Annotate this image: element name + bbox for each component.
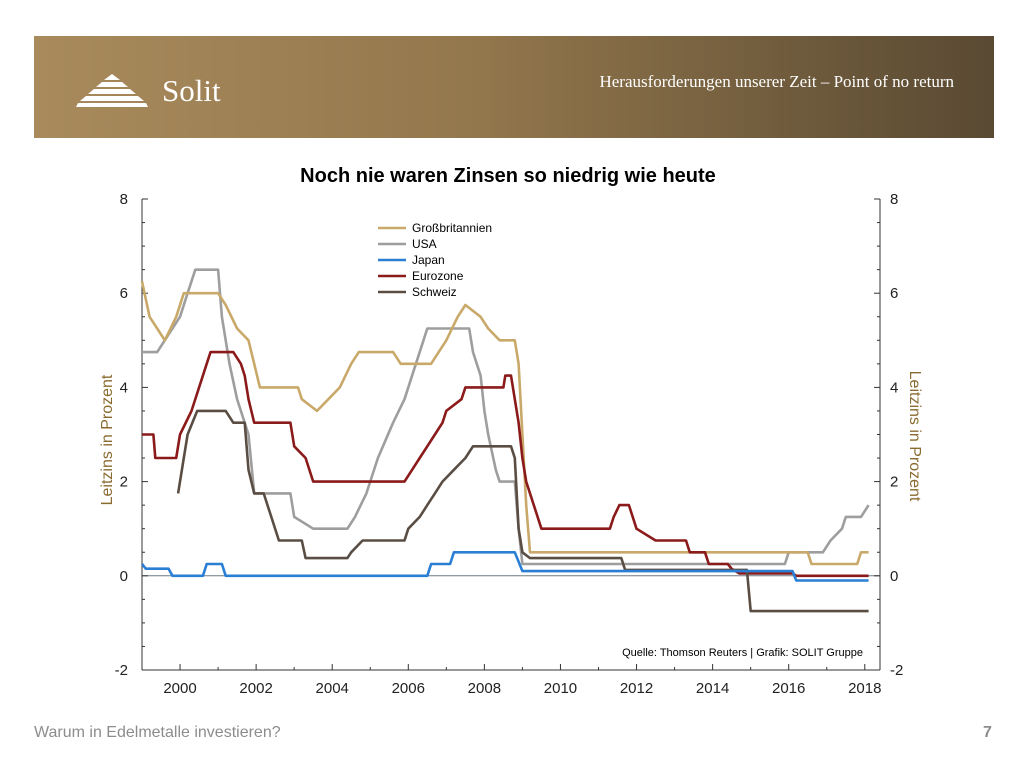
y-tick-label: -2 <box>115 662 128 679</box>
series-line-gro-britannien <box>140 281 869 566</box>
x-tick-label: 2004 <box>316 680 349 697</box>
y-tick-label: 2 <box>120 474 128 491</box>
legend-label: Eurozone <box>412 269 464 283</box>
source-note: Quelle: Thomson Reuters | Grafik: SOLIT … <box>622 647 863 659</box>
x-tick-label: 2000 <box>163 680 196 697</box>
y-tick-label: 6 <box>120 285 128 302</box>
pyramid-logo-icon <box>76 74 148 107</box>
y-tick-label: 0 <box>120 568 128 585</box>
legend-label: Japan <box>412 253 445 267</box>
x-tick-label: 2014 <box>696 680 729 697</box>
x-tick-label: 2012 <box>620 680 653 697</box>
x-tick-label: 2008 <box>468 680 501 697</box>
y-tick-label: 6 <box>890 285 898 302</box>
legend-label: Schweiz <box>412 285 457 299</box>
series-line-eurozone <box>142 350 869 578</box>
brand-name: Solit <box>162 73 221 108</box>
y-axis-label-right: Leitzins in Prozent <box>906 371 923 502</box>
y-tick-label: 0 <box>890 568 898 585</box>
legend-label: USA <box>412 237 437 251</box>
series-line-schweiz <box>176 409 869 613</box>
y-tick-label: 2 <box>890 474 898 491</box>
y-tick-label: 4 <box>120 379 128 396</box>
legend-label: Großbritannien <box>412 221 492 235</box>
x-tick-label: 2016 <box>772 680 805 697</box>
series-line-usa <box>142 268 870 566</box>
series-line-japan <box>140 551 869 582</box>
x-tick-label: 2010 <box>544 680 577 697</box>
chart-title: Noch nie waren Zinsen so niedrig wie heu… <box>300 165 716 187</box>
y-tick-label: 4 <box>890 379 898 396</box>
header-slogan: Herausforderungen unserer Zeit – Point o… <box>599 72 954 91</box>
x-tick-label: 2002 <box>239 680 272 697</box>
y-tick-label: 8 <box>890 191 898 208</box>
y-tick-label: 8 <box>120 191 128 208</box>
x-tick-label: 2006 <box>392 680 425 697</box>
y-axis-label-left: Leitzins in Prozent <box>99 374 116 505</box>
page-number: 7 <box>983 724 992 741</box>
x-tick-label: 2018 <box>848 680 881 697</box>
y-tick-label: -2 <box>890 662 903 679</box>
footer-text: Warum in Edelmetalle investieren? <box>34 724 281 741</box>
header-banner <box>34 36 994 138</box>
